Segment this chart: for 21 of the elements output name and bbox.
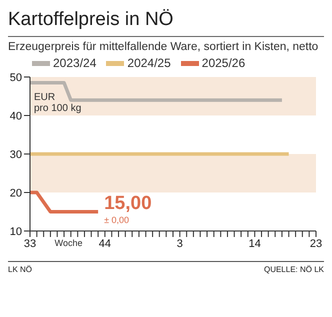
y-axis-title: EUR pro 100 kg	[34, 92, 82, 114]
x-tick-label: 44	[98, 238, 112, 250]
y-tick-label: 50	[10, 72, 22, 84]
chart-subtitle: Erzeugerpreis für mittelfallende Ware, sortiert in Kisten, netto	[8, 36, 324, 55]
x-tick-label: 23	[310, 238, 322, 250]
legend-label: 2024/25	[126, 56, 171, 70]
text: LK NÖ	[8, 265, 32, 274]
annotation: ± 0,00	[104, 214, 130, 225]
x-tick-label: 33	[24, 238, 36, 250]
y-tick-label: 20	[10, 187, 22, 200]
x-tick-label: 14	[248, 238, 261, 250]
annotation: 15,00	[104, 192, 152, 214]
chart-title: Kartoffelpreis in NÖ	[8, 8, 174, 32]
y-tick-label: 30	[10, 148, 22, 161]
y-tick-label: 10	[10, 226, 22, 238]
source-note: QUELLE: NÖ LK	[264, 265, 324, 274]
x-tick-label: 3	[176, 238, 183, 250]
y-tick-label: 40	[10, 110, 22, 122]
legend-label: 2025/26	[200, 56, 246, 70]
legend-label: 2023/24	[52, 56, 96, 70]
x-axis-title: Woche	[54, 238, 83, 248]
